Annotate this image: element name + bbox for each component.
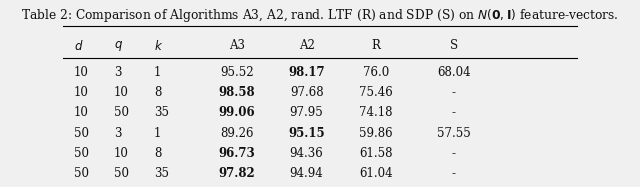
Text: 1: 1 (154, 66, 161, 79)
Text: 95.52: 95.52 (220, 66, 254, 79)
Text: 97.82: 97.82 (219, 167, 255, 180)
Text: 50: 50 (74, 127, 88, 140)
Text: 57.55: 57.55 (437, 127, 471, 140)
Text: 10: 10 (114, 86, 129, 99)
Text: 76.0: 76.0 (363, 66, 389, 79)
Text: 10: 10 (74, 86, 88, 99)
Text: 98.17: 98.17 (288, 66, 325, 79)
Text: 8: 8 (154, 86, 161, 99)
Text: 98.58: 98.58 (219, 86, 255, 99)
Text: 96.73: 96.73 (219, 147, 255, 160)
Text: 94.36: 94.36 (290, 147, 323, 160)
Text: 59.86: 59.86 (360, 127, 393, 140)
Text: 95.15: 95.15 (288, 127, 325, 140)
Text: 1: 1 (154, 127, 161, 140)
Text: 10: 10 (74, 106, 88, 119)
Text: -: - (452, 106, 456, 119)
Text: 68.04: 68.04 (437, 66, 470, 79)
Text: $d$: $d$ (74, 39, 83, 53)
Text: 99.06: 99.06 (219, 106, 255, 119)
Text: 94.94: 94.94 (290, 167, 323, 180)
Text: S: S (450, 39, 458, 52)
Text: 35: 35 (154, 106, 169, 119)
Text: $k$: $k$ (154, 39, 163, 53)
Text: 8: 8 (154, 147, 161, 160)
Text: A2: A2 (299, 39, 314, 52)
Text: 89.26: 89.26 (220, 127, 253, 140)
Text: 50: 50 (74, 147, 88, 160)
Text: -: - (452, 147, 456, 160)
Text: 10: 10 (114, 147, 129, 160)
Text: 74.18: 74.18 (360, 106, 393, 119)
Text: 10: 10 (74, 66, 88, 79)
Text: 50: 50 (114, 167, 129, 180)
Text: 35: 35 (154, 167, 169, 180)
Text: -: - (452, 167, 456, 180)
Text: 50: 50 (114, 106, 129, 119)
Text: 75.46: 75.46 (360, 86, 393, 99)
Text: A3: A3 (229, 39, 245, 52)
Text: 97.68: 97.68 (290, 86, 323, 99)
Text: 50: 50 (74, 167, 88, 180)
Text: 97.95: 97.95 (290, 106, 323, 119)
Text: 61.04: 61.04 (360, 167, 393, 180)
Text: 61.58: 61.58 (360, 147, 393, 160)
Text: -: - (452, 86, 456, 99)
Text: 3: 3 (114, 66, 122, 79)
Text: Table 2: Comparison of Algorithms A3, A2, rand. LTF (R) and SDP (S) on $N(\mathb: Table 2: Comparison of Algorithms A3, A2… (21, 7, 619, 24)
Text: $q$: $q$ (114, 39, 123, 53)
Text: 3: 3 (114, 127, 122, 140)
Text: R: R (372, 39, 381, 52)
